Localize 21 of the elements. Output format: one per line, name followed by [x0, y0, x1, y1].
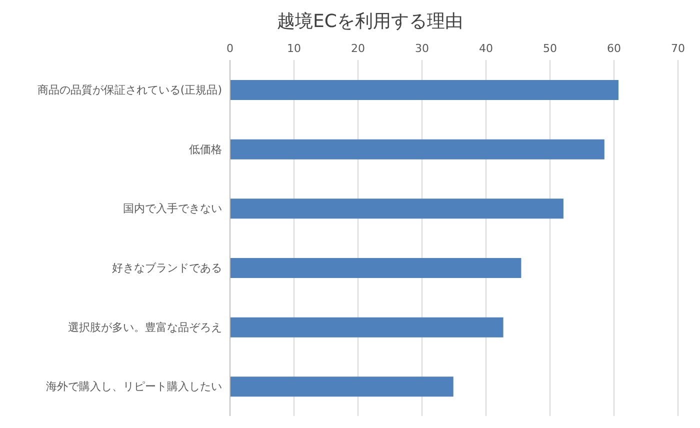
x-tick-label: 60 [607, 42, 621, 55]
x-tick-label: 40 [479, 42, 493, 55]
bar [230, 139, 604, 160]
y-tick-label: 海外で購入し、リピート購入したい [46, 380, 222, 394]
y-tick-label: 選択肢が多い。豊富な品ぞろえ [68, 320, 222, 334]
y-tick-label: 低価格 [189, 142, 222, 156]
bar [230, 198, 564, 219]
x-tick-label: 20 [351, 42, 365, 55]
x-tick-label: 10 [287, 42, 301, 55]
y-tick-label: 国内で入手できない [123, 202, 222, 216]
bar [230, 80, 618, 100]
x-tick-label: 30 [415, 42, 429, 55]
chart-title: 越境ECを利用する理由 [276, 10, 464, 34]
x-tick-label: 0 [226, 42, 234, 55]
bar [230, 258, 522, 278]
x-tick-label: 50 [543, 42, 557, 55]
bar [230, 317, 504, 338]
x-tick-label: 70 [671, 42, 685, 55]
y-tick-label: 商品の品質が保証されている(正規品) [37, 84, 222, 97]
y-tick-label: 好きなブランドである [112, 262, 222, 275]
bar [230, 376, 454, 397]
